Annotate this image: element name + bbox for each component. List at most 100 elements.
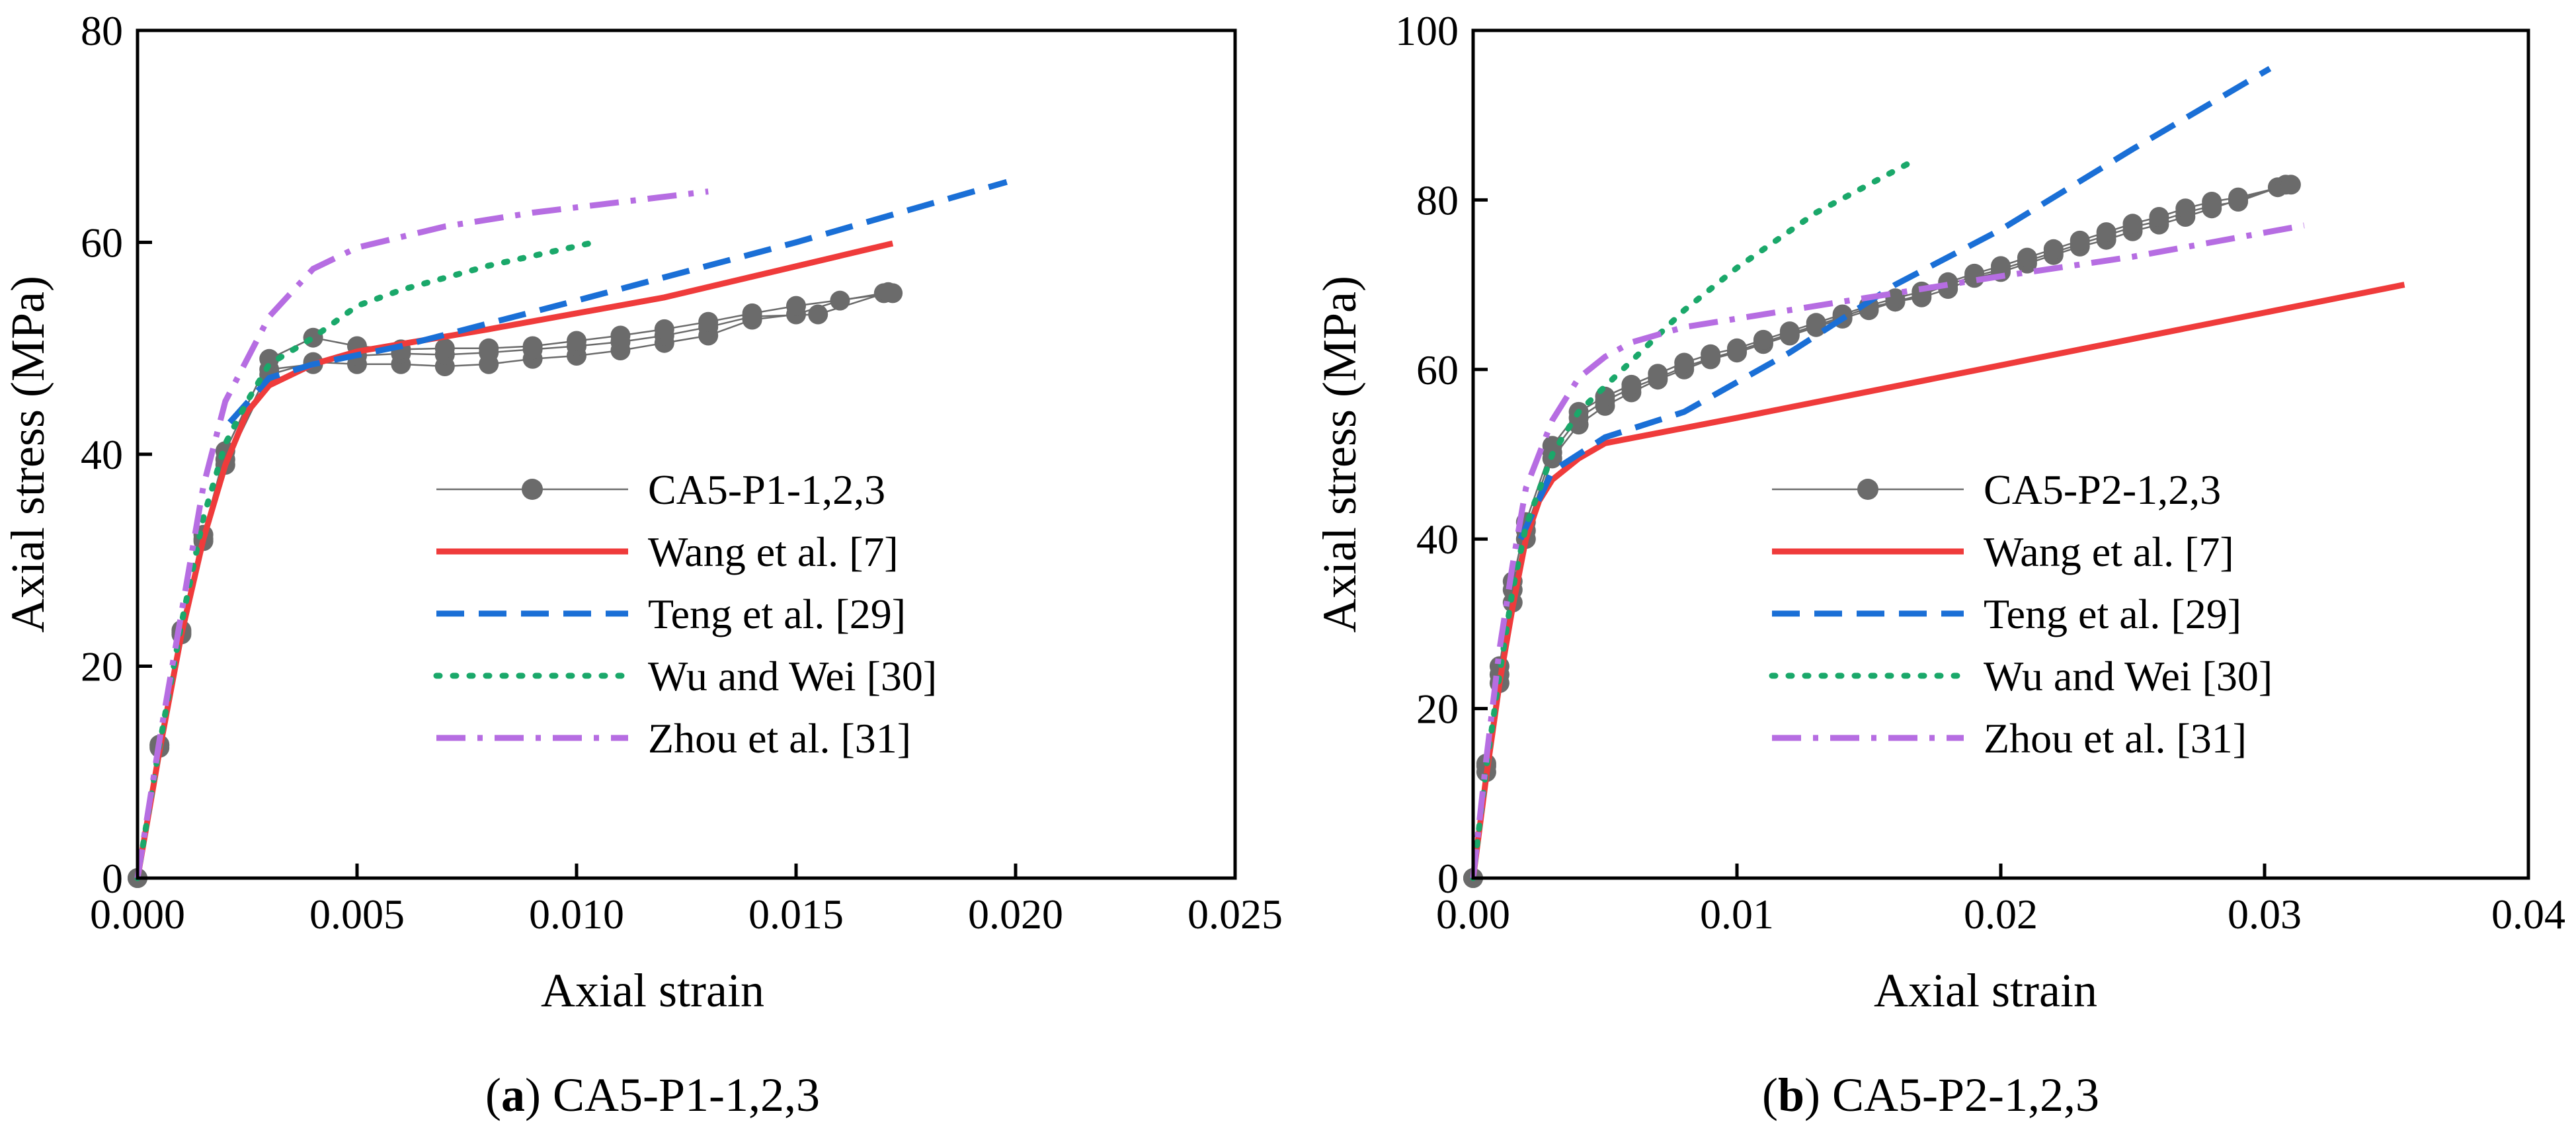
data-point — [1991, 256, 2011, 276]
y-tick-label: 20 — [1416, 686, 1459, 733]
y-tick-label: 60 — [81, 220, 123, 266]
legend-label: Zhou et al. [31] — [1984, 715, 2247, 762]
legend-entry: CA5-P1-1,2,3 — [436, 466, 885, 513]
legend-entry: Wu and Wei [30] — [1769, 653, 2273, 700]
legend-label: CA5-P1-1,2,3 — [648, 466, 885, 513]
legend-label: Zhou et al. [31] — [648, 715, 911, 762]
y-tick-label: 40 — [81, 431, 123, 478]
chart-panel-a: 0.000 0.005 0.010 0.015 0.020 0.025020406080 … — [1, 7, 1283, 1121]
caption-a: (a) CA5-P1-1,2,3 — [485, 1069, 820, 1121]
series-4 — [1470, 156, 1919, 881]
y-tick-label: 60 — [1416, 346, 1459, 393]
data-point — [2096, 222, 2116, 243]
y-tick-label: 100 — [1395, 7, 1459, 54]
y-axis-title-a: Axial stress (MPa) — [1, 276, 54, 633]
data-point — [567, 331, 586, 351]
legend-swatch-marker — [522, 479, 543, 500]
x-tick-label: 0.005 — [309, 891, 405, 938]
series-3 — [1517, 65, 2272, 541]
data-point — [1779, 321, 1800, 342]
data-point — [1938, 272, 1958, 292]
data-point — [1701, 344, 1721, 364]
legend-entry: Wang et al. [7] — [1772, 528, 2234, 575]
y-tick-label: 80 — [81, 7, 123, 54]
caption-text-a: CA5-P1-1,2,3 — [553, 1069, 820, 1121]
x-tick-label: 0.00 — [1436, 891, 1510, 938]
data-point — [2228, 187, 2249, 208]
y-axis-title-b: Axial stress (MPa) — [1313, 276, 1366, 633]
x-tick-label: 0.020 — [968, 891, 1063, 938]
y-tick-label: 40 — [1416, 516, 1459, 563]
data-point — [1674, 352, 1695, 373]
legend-entry: Teng et al. [29] — [436, 590, 906, 637]
y-tick-label: 20 — [81, 643, 123, 690]
data-point — [610, 325, 631, 346]
legend-label: Wu and Wei [30] — [1984, 653, 2273, 700]
legend-entry: Teng et al. [29] — [1772, 590, 2241, 637]
series-5 — [134, 188, 709, 879]
data-point — [479, 338, 499, 358]
data-point — [2202, 192, 2222, 212]
data-point — [259, 348, 280, 369]
legend-label: Teng et al. [29] — [1984, 590, 2241, 637]
series-5 — [1470, 222, 2305, 879]
y-tick-label: 0 — [102, 855, 123, 902]
x-tick-label: 0.03 — [2228, 891, 2302, 938]
legend-swatch-marker — [1857, 479, 1878, 500]
legend-entry: Zhou et al. [31] — [436, 715, 911, 762]
caption-text-b: CA5-P2-1,2,3 — [1832, 1069, 2099, 1121]
series-line — [1470, 222, 2305, 879]
data-point — [830, 290, 850, 311]
caption-letter-a: a — [501, 1069, 525, 1121]
data-point — [883, 283, 903, 303]
data-point — [1648, 364, 1668, 384]
data-point — [1885, 288, 1906, 309]
legend-entry: CA5-P2-1,2,3 — [1772, 466, 2221, 513]
x-tick-label: 0.015 — [748, 891, 844, 938]
data-point — [2070, 230, 2090, 251]
data-point — [434, 338, 455, 358]
x-tick-label: 0.02 — [1964, 891, 2038, 938]
x-tick-label: 0.04 — [2491, 891, 2565, 938]
series-line — [227, 179, 1008, 425]
data-point — [742, 303, 762, 323]
data-point — [1727, 338, 1747, 358]
series-line — [1470, 156, 1919, 881]
series-line — [134, 188, 709, 879]
legend-label: CA5-P2-1,2,3 — [1984, 466, 2221, 513]
data-point — [654, 319, 674, 339]
series-line — [134, 240, 894, 879]
legend-entry: Wang et al. [7] — [436, 528, 899, 575]
x-tick-label: 0.010 — [529, 891, 624, 938]
data-point — [2122, 214, 2143, 234]
legend-label: Teng et al. [29] — [648, 590, 906, 637]
series-2 — [134, 240, 894, 879]
data-point — [1806, 313, 1826, 333]
caption-b: (b) CA5-P2-1,2,3 — [1762, 1069, 2099, 1121]
data-point — [2280, 175, 2301, 195]
legend-entry: Wu and Wei [30] — [433, 653, 937, 700]
series-line — [1517, 65, 2272, 541]
caption-letter-b: b — [1778, 1069, 1804, 1121]
data-point — [786, 296, 806, 316]
chart-panel-b: 0.00 0.01 0.02 0.03 0.04 0 20 40 60 80 100 Axial s… — [1313, 7, 2565, 1121]
legend-label: Wu and Wei [30] — [648, 653, 937, 700]
legend-label: Wang et al. [7] — [648, 528, 899, 575]
data-point — [2043, 239, 2064, 259]
data-point — [1753, 329, 1773, 350]
legend-label: Wang et al. [7] — [1984, 528, 2234, 575]
data-point — [2149, 207, 2169, 227]
series-3 — [227, 179, 1008, 425]
x-tick-label: 0.000 — [90, 891, 185, 938]
y-tick-label: 80 — [1416, 177, 1459, 223]
x-axis-title-a: Axial strain — [541, 964, 764, 1017]
data-point — [2175, 198, 2196, 219]
y-tick-label: 0 — [1437, 855, 1459, 902]
legend-entry: Zhou et al. [31] — [1772, 715, 2247, 762]
data-point — [1621, 374, 1642, 395]
data-point — [2017, 247, 2037, 268]
x-tick-label: 0.01 — [1700, 891, 1774, 938]
x-tick-label: 0.025 — [1187, 891, 1283, 938]
